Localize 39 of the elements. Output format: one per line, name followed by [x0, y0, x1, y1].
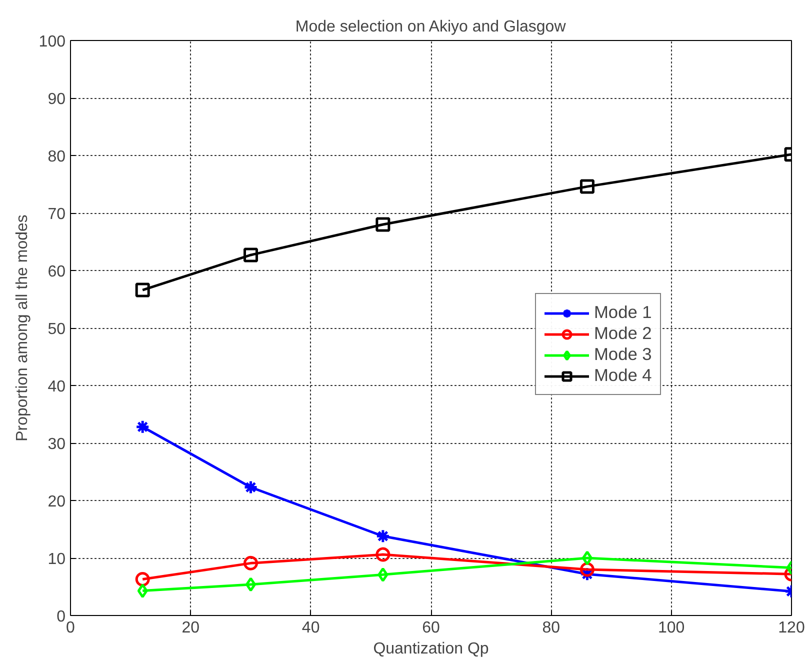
- point: [580, 179, 594, 194]
- point: [244, 556, 258, 570]
- point: [135, 282, 150, 298]
- legend-label: Mode 1: [594, 302, 652, 323]
- point: [376, 547, 390, 562]
- point: [135, 420, 150, 434]
- y-tick-label: 60: [48, 264, 66, 280]
- y-tick-label: 70: [48, 206, 66, 223]
- x-tick-label: 20: [182, 620, 200, 636]
- y-tick-label: 30: [48, 436, 66, 453]
- legend-label: Mode 3: [594, 344, 652, 365]
- x-tick-label: 80: [542, 620, 560, 636]
- y-tick-label: 10: [48, 551, 66, 568]
- point: [135, 572, 150, 587]
- point: [246, 577, 256, 592]
- y-tick-label: 40: [48, 378, 66, 396]
- point: [244, 480, 258, 495]
- y-tick-label: 20: [48, 494, 66, 510]
- point: [244, 248, 258, 262]
- x-tick-label: 100: [658, 620, 685, 636]
- y-tick-label: 80: [48, 148, 66, 166]
- legend-label: Mode 2: [594, 323, 652, 344]
- y-tick-label: 50: [48, 321, 66, 338]
- x-axis-title: Quantization Qp: [373, 640, 489, 658]
- point: [580, 562, 594, 577]
- point: [376, 528, 390, 544]
- x-tick-label: 120: [778, 620, 805, 636]
- point: [376, 217, 390, 232]
- x-tick-label: 40: [302, 620, 320, 636]
- point: [378, 567, 388, 582]
- x-tick-label: 60: [422, 620, 440, 636]
- y-tick-label: 90: [48, 91, 66, 108]
- y-tick-label: 0: [56, 608, 66, 626]
- y-axis-title: Proportion among all the modes: [14, 214, 31, 442]
- legend-label: Mode 4: [594, 365, 652, 386]
- point: [582, 550, 592, 566]
- point: [137, 584, 148, 598]
- y-tick-label: 100: [38, 34, 66, 50]
- chart-title: Mode selection on Akiyo and Glasgow: [295, 18, 566, 36]
